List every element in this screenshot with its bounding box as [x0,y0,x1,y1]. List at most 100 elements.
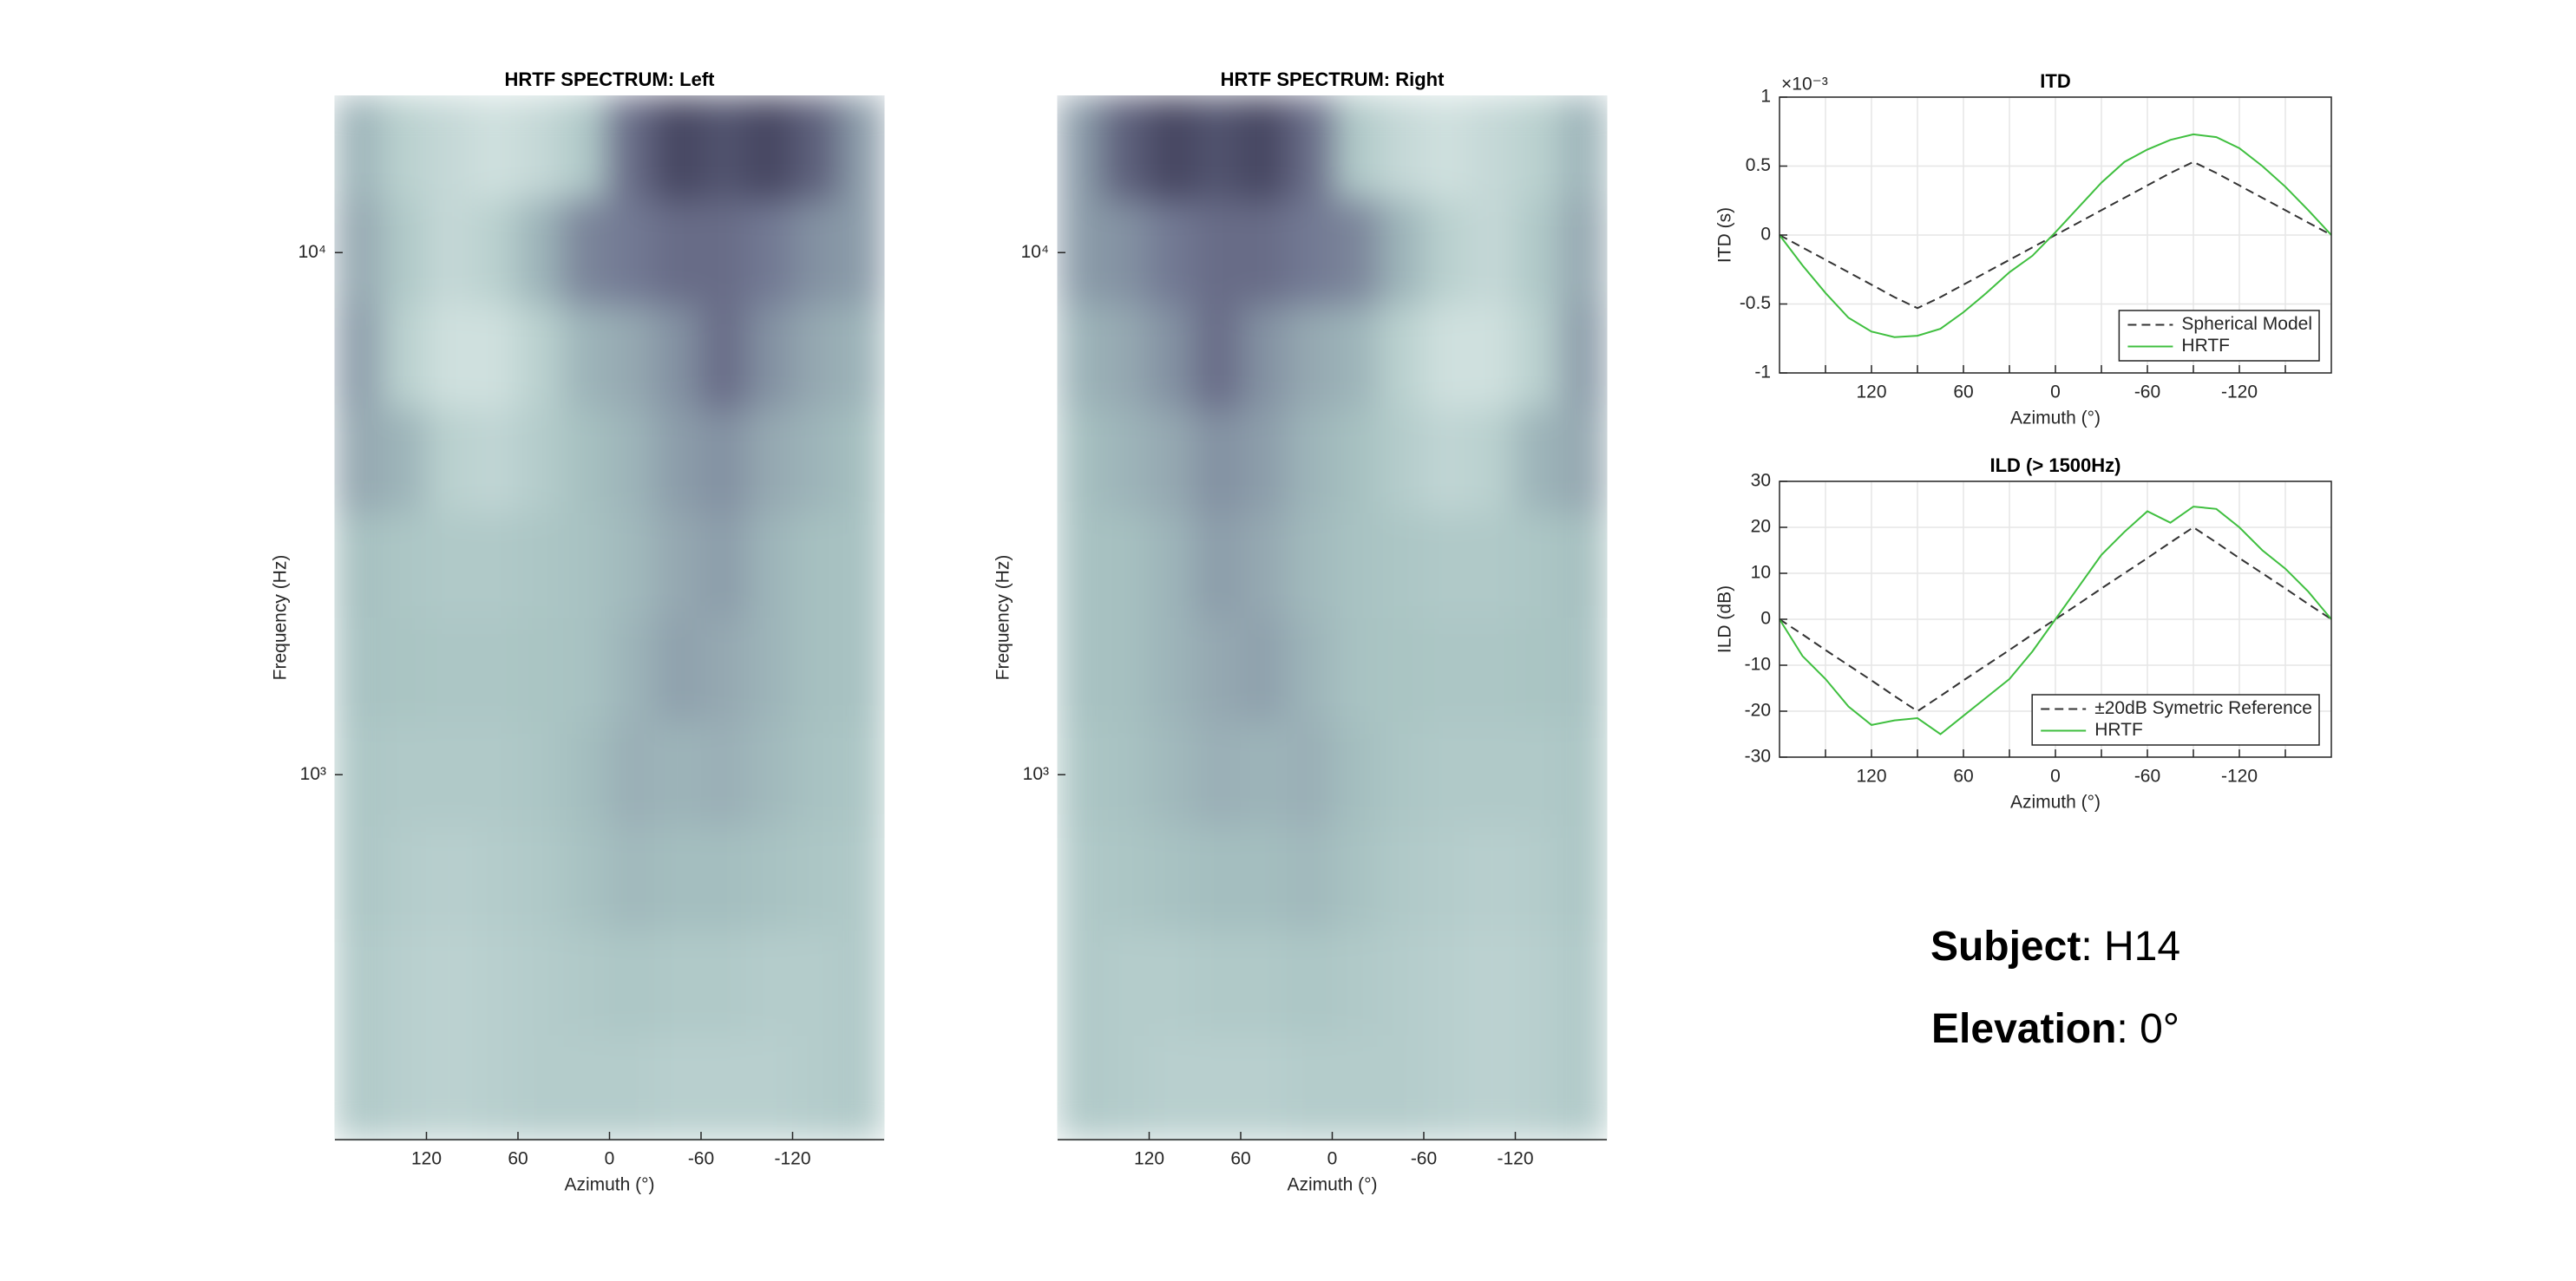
heatmap-cell [334,304,382,410]
heatmap-cell [1149,1035,1196,1141]
heatmap-cell [700,722,748,827]
heatmap-cells [1057,95,1608,1141]
chart-title: ILD (> 1500Hz) [1990,454,2121,476]
heatmap-cell [1103,199,1150,305]
heatmap-cell [1194,408,1242,514]
heatmap-cell [609,826,656,932]
heatmap-cell [517,722,565,827]
heatmap-cell [1332,199,1379,305]
heatmap-cell [1560,199,1608,305]
heatmap-cell [334,408,382,514]
y-tick-label: 10³ [1023,764,1049,784]
heatmap-cell [1240,618,1288,723]
heatmap-cell [746,304,793,410]
heatmap-cell [1423,722,1471,827]
heatmap-cell [1332,931,1379,1036]
heatmap-cell [837,304,885,410]
heatmap-cell [334,95,382,201]
heatmap-cell [1103,408,1150,514]
heatmap-cell [1515,408,1562,514]
heatmap-cell [1286,931,1333,1036]
heatmap-cell [1194,618,1242,723]
heatmap-cell [654,931,702,1036]
heatmap-cell [563,826,610,932]
heatmap-cell [471,513,519,619]
heatmap-cell [1240,199,1288,305]
heatmap-cell [1469,408,1516,514]
legend-label: HRTF [2181,336,2230,356]
heatmap-cell [1560,826,1608,932]
y-tick-label: 30 [1751,471,1771,491]
heatmap-cell [1515,826,1562,932]
heatmap-cell [1469,513,1516,619]
heatmap-cell [1286,95,1333,201]
x-tick-label: -120 [2221,767,2258,787]
heatmap-cell [517,304,565,410]
series-line [1779,160,2332,310]
heatmap-cell [700,95,748,201]
heatmap-cell [1332,1035,1379,1141]
heatmap-cell [1423,199,1471,305]
heatmap-cell [1560,722,1608,827]
heatmap-cell [1332,95,1379,201]
heatmap-cell [1469,722,1516,827]
x-tick-label: 120 [411,1149,442,1169]
legend-box [2118,310,2320,362]
heatmap-cell [1423,304,1471,410]
heatmap-cell [426,722,473,827]
x-axis-label: Azimuth (°) [2010,408,2101,428]
heatmap-cell [609,513,656,619]
heatmap-cell [1194,931,1242,1036]
legend-label: HRTF [2094,720,2143,740]
heatmap-cell [837,618,885,723]
heatmap-cell [654,1035,702,1141]
heatmap-cell [1194,826,1242,932]
heatmap-cell [380,618,427,723]
heatmap-cell [609,95,656,201]
heatmap-cell [700,1035,748,1141]
x-tick-label: -120 [1497,1149,1533,1169]
heatmap-cell [1423,95,1471,201]
heatmap-cell [654,199,702,305]
heatmap-cell [1377,513,1425,619]
x-tick-label: -120 [774,1149,810,1169]
heatmap-cell [517,199,565,305]
y-tick-label: -20 [1745,701,1771,721]
legend-label: Spherical Model [2181,314,2312,334]
heatmap-cell [609,1035,656,1141]
heatmap-cell [517,408,565,514]
heatmap-cell [746,618,793,723]
heatmap-cell [1332,618,1379,723]
heatmap-cell [1286,408,1333,514]
series-line [1779,133,2332,338]
heatmap-cell [471,1035,519,1141]
y-tick-label: -0.5 [1740,293,1771,313]
heatmap-cell [1423,931,1471,1036]
heatmap-cell [700,618,748,723]
heatmap-cell [746,1035,793,1141]
heatmap-cell [1332,722,1379,827]
x-tick-label: 120 [1856,382,1886,402]
heatmap-cell [1332,513,1379,619]
heatmap-cell [792,408,839,514]
heatmap-cell [1286,618,1333,723]
heatmap-cell [654,408,702,514]
heatmap-cell [1423,618,1471,723]
heatmap-cell [1423,513,1471,619]
heatmap-cell [1240,304,1288,410]
heatmap-cell [792,931,839,1036]
heatmap-cell [380,722,427,827]
heatmap-cell [517,826,565,932]
heatmap-cell [1377,826,1425,932]
heatmap-cell [426,199,473,305]
y-tick-label: 20 [1751,517,1771,537]
heatmap-cell [380,408,427,514]
x-tick-label: 60 [1953,767,1973,787]
heatmap-cell [1377,931,1425,1036]
legend-box [2031,694,2320,746]
heatmap-cell [1423,1035,1471,1141]
heatmap-cell [1469,95,1516,201]
heatmap-cell [654,722,702,827]
